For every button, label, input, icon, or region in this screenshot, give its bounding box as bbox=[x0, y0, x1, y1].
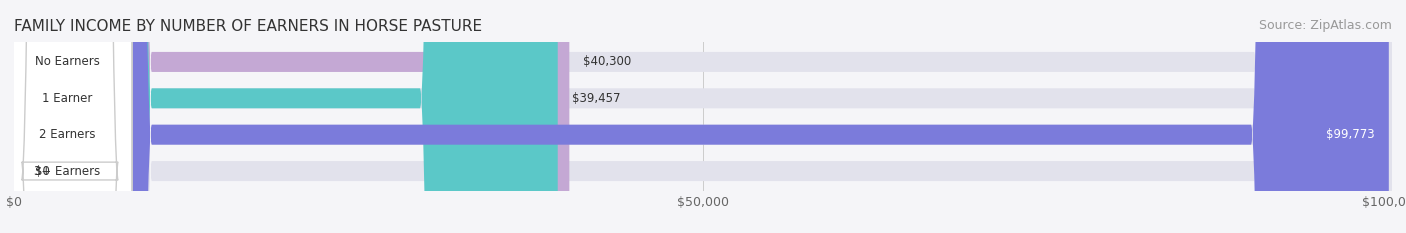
Text: FAMILY INCOME BY NUMBER OF EARNERS IN HORSE PASTURE: FAMILY INCOME BY NUMBER OF EARNERS IN HO… bbox=[14, 19, 482, 34]
FancyBboxPatch shape bbox=[14, 0, 569, 233]
FancyBboxPatch shape bbox=[8, 0, 132, 233]
FancyBboxPatch shape bbox=[8, 0, 132, 233]
FancyBboxPatch shape bbox=[14, 0, 1392, 233]
FancyBboxPatch shape bbox=[14, 0, 1392, 233]
FancyBboxPatch shape bbox=[14, 0, 1392, 233]
Text: No Earners: No Earners bbox=[35, 55, 100, 69]
Text: Source: ZipAtlas.com: Source: ZipAtlas.com bbox=[1258, 19, 1392, 32]
Text: 1 Earner: 1 Earner bbox=[42, 92, 93, 105]
Text: $40,300: $40,300 bbox=[583, 55, 631, 69]
FancyBboxPatch shape bbox=[14, 0, 558, 233]
Text: 2 Earners: 2 Earners bbox=[39, 128, 96, 141]
FancyBboxPatch shape bbox=[14, 0, 1392, 233]
Text: $99,773: $99,773 bbox=[1326, 128, 1375, 141]
FancyBboxPatch shape bbox=[14, 0, 1389, 233]
Text: 3+ Earners: 3+ Earners bbox=[34, 164, 100, 178]
FancyBboxPatch shape bbox=[8, 0, 132, 233]
Text: $39,457: $39,457 bbox=[571, 92, 620, 105]
FancyBboxPatch shape bbox=[8, 0, 132, 233]
Text: $0: $0 bbox=[35, 164, 49, 178]
